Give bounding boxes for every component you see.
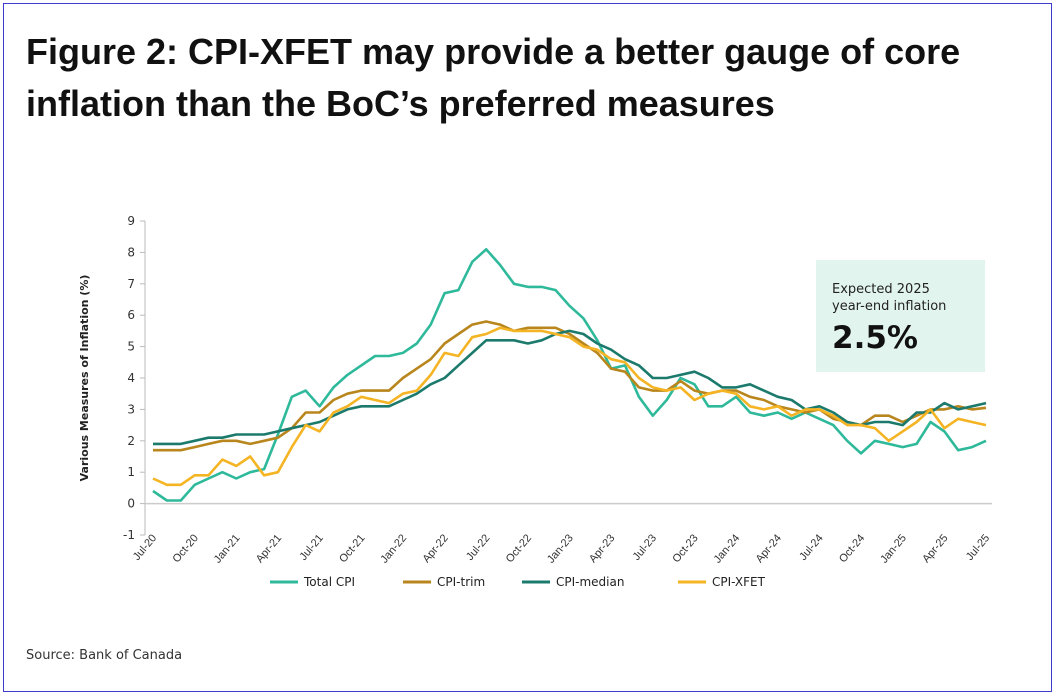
x-tick-label: Oct-24 [837,532,867,565]
x-tick-label: Oct-21 [337,532,367,565]
series-line-total-cpi [152,248,987,502]
x-tick-label: Jul-21 [297,532,325,563]
y-tick-label: 9 [127,214,135,228]
legend-label: CPI-XFET [712,575,766,589]
callout-label: Expected 2025 year-end inflation [832,281,946,315]
callout-line1: Expected 2025 [832,282,930,297]
x-tick-label: Apr-25 [920,532,950,565]
x-tick-label: Jan-22 [378,532,409,565]
x-tick-label: Apr-22 [420,532,450,565]
x-tick-label: Jan-24 [712,532,743,565]
callout-value: 2.5% [832,320,918,356]
y-axis-label: Various Measures of Inflation (%) [78,275,91,482]
x-tick-label: Oct-23 [670,532,700,565]
x-tick-label: Jul-25 [964,532,992,563]
y-tick-label: 7 [127,277,135,291]
x-tick-label: Jul-22 [464,532,492,563]
x-tick-label: Jan-23 [545,532,576,565]
x-tick-label: Jul-24 [797,532,825,563]
y-tick-label: 1 [127,465,135,479]
y-tick-label: 0 [127,497,135,511]
y-tick-label: -1 [123,528,135,542]
series-line-cpi-xfet [152,326,987,487]
figure-title: Figure 2: CPI-XFET may provide a better … [26,31,961,124]
y-tick-label: 8 [127,245,135,259]
x-tick-label: Jan-21 [212,532,243,565]
y-tick-label: 6 [127,308,135,322]
legend-label: CPI-trim [437,575,485,589]
x-tick-label: Apr-24 [754,532,784,565]
x-tick-label: Jan-25 [878,532,909,565]
y-tick-label: 4 [127,371,135,385]
legend-label: CPI-median [556,575,624,589]
figure-frame [3,3,1052,692]
x-tick-label: Jul-23 [631,532,659,563]
x-tick-label: Oct-22 [504,532,534,565]
x-tick-label: Apr-23 [587,532,617,565]
x-tick-label: Apr-21 [254,532,284,565]
y-tick-label: 3 [127,402,135,416]
series-line-cpi-median [153,329,987,446]
callout-line2: year-end inflation [832,299,947,314]
legend-label: Total CPI [303,575,355,589]
y-tick-label: 2 [127,434,135,448]
y-tick-label: 5 [127,340,135,354]
expected-inflation-callout: Expected 2025 year-end inflation 2.5% [816,260,985,372]
x-tick-label: Jul-20 [131,532,159,563]
source-note: Source: Bank of Canada [26,648,183,663]
x-tick-label: Oct-20 [171,532,201,565]
